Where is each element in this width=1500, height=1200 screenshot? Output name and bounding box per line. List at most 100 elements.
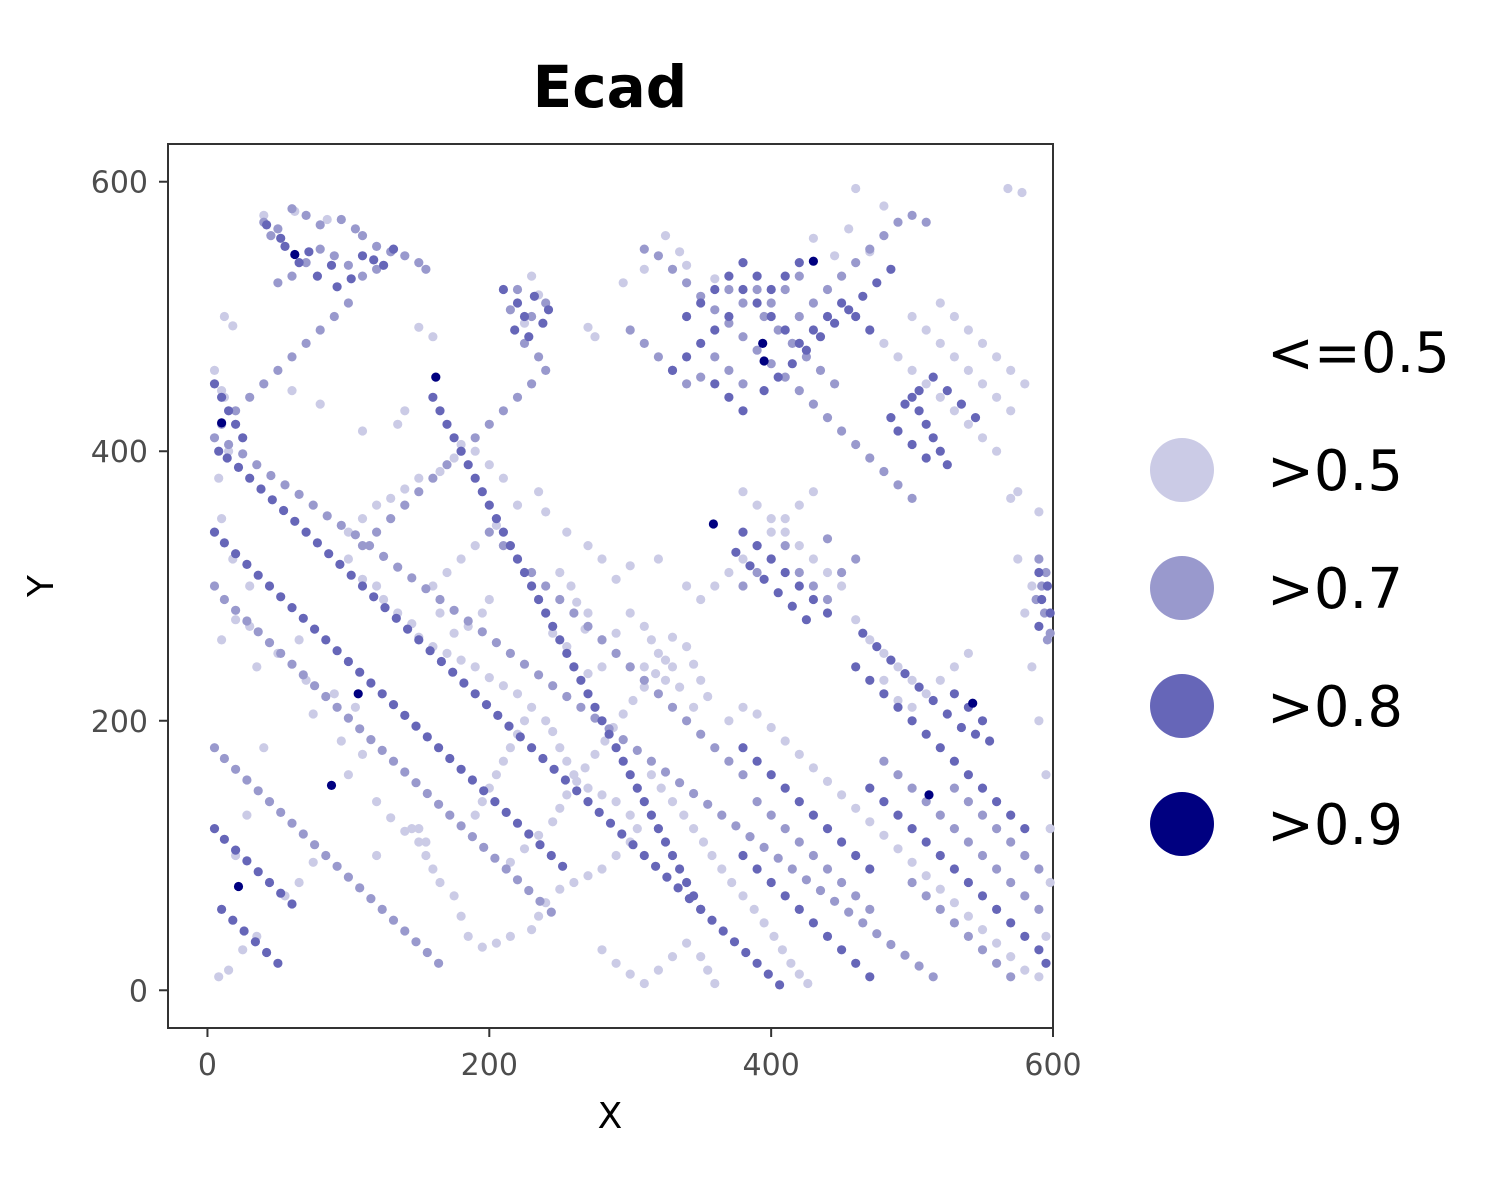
data-point bbox=[597, 790, 607, 800]
data-point bbox=[935, 810, 945, 820]
data-point bbox=[794, 258, 804, 268]
data-point bbox=[628, 840, 638, 850]
data-point bbox=[963, 797, 974, 807]
data-point bbox=[787, 601, 797, 611]
data-point bbox=[977, 433, 988, 443]
data-point bbox=[400, 251, 410, 261]
data-point bbox=[963, 770, 974, 780]
data-point bbox=[510, 325, 520, 335]
data-point bbox=[727, 877, 737, 888]
data-point bbox=[822, 311, 833, 322]
x-tick-label: 400 bbox=[743, 1048, 800, 1083]
data-point bbox=[524, 885, 534, 896]
data-point bbox=[287, 818, 297, 828]
data-point bbox=[682, 352, 692, 362]
data-point bbox=[355, 883, 365, 893]
data-point bbox=[231, 549, 241, 559]
data-point bbox=[372, 581, 382, 591]
data-point bbox=[467, 832, 477, 842]
data-point bbox=[618, 709, 628, 719]
data-point bbox=[546, 850, 556, 861]
data-point bbox=[411, 721, 421, 731]
y-tick-label: 200 bbox=[91, 705, 148, 740]
data-point bbox=[242, 775, 252, 785]
data-point bbox=[484, 527, 494, 537]
data-point bbox=[505, 857, 515, 867]
data-point bbox=[505, 541, 515, 551]
data-point bbox=[865, 864, 875, 874]
data-point bbox=[298, 670, 308, 680]
data-point bbox=[442, 460, 452, 470]
data-point bbox=[605, 818, 616, 828]
data-point bbox=[611, 743, 621, 753]
data-point bbox=[491, 520, 501, 531]
y-tick-label: 0 bbox=[129, 974, 148, 1009]
data-point bbox=[914, 406, 924, 416]
data-point bbox=[534, 487, 544, 497]
data-point bbox=[425, 646, 435, 656]
data-point bbox=[893, 426, 903, 436]
data-point bbox=[808, 487, 819, 497]
data-point bbox=[498, 284, 508, 295]
data-point bbox=[625, 561, 635, 571]
data-point bbox=[548, 681, 558, 691]
data-point bbox=[209, 379, 220, 389]
data-point bbox=[527, 925, 537, 935]
data-point bbox=[290, 516, 300, 526]
data-point bbox=[219, 594, 229, 605]
data-point bbox=[777, 945, 788, 955]
data-point bbox=[710, 379, 720, 389]
data-point bbox=[512, 298, 523, 308]
data-point bbox=[921, 217, 931, 227]
data-point bbox=[287, 603, 297, 613]
data-point bbox=[600, 736, 610, 746]
data-point bbox=[505, 743, 515, 753]
data-point bbox=[449, 433, 459, 443]
data-point bbox=[717, 864, 727, 874]
data-point bbox=[491, 638, 501, 648]
data-point bbox=[851, 850, 861, 861]
data-point bbox=[214, 972, 224, 982]
data-point bbox=[393, 419, 403, 429]
data-point bbox=[332, 282, 342, 292]
data-point bbox=[231, 615, 241, 625]
data-point bbox=[350, 224, 360, 234]
data-point bbox=[724, 716, 734, 726]
data-point bbox=[512, 689, 523, 699]
x-tick-label: 600 bbox=[1024, 1048, 1081, 1083]
data-point bbox=[583, 797, 593, 807]
data-point bbox=[851, 554, 861, 564]
data-point bbox=[696, 952, 706, 962]
data-point bbox=[572, 776, 582, 787]
data-point bbox=[308, 709, 318, 719]
data-point bbox=[752, 797, 762, 807]
data-point bbox=[527, 743, 537, 753]
data-point bbox=[1006, 406, 1016, 416]
data-point bbox=[498, 406, 508, 416]
data-point bbox=[209, 824, 220, 834]
data-point bbox=[434, 743, 444, 753]
data-point bbox=[907, 675, 917, 685]
data-point bbox=[264, 877, 275, 888]
data-point bbox=[512, 818, 523, 828]
data-point bbox=[942, 386, 952, 396]
data-point bbox=[470, 433, 480, 443]
data-point bbox=[900, 950, 910, 960]
data-point bbox=[315, 399, 325, 409]
data-point bbox=[562, 790, 572, 800]
data-point bbox=[769, 931, 779, 942]
data-point bbox=[708, 519, 719, 529]
data-point bbox=[357, 514, 368, 524]
data-point bbox=[830, 318, 840, 328]
data-point bbox=[350, 530, 360, 540]
data-point bbox=[886, 655, 896, 665]
data-point bbox=[372, 264, 382, 274]
data-point bbox=[752, 541, 762, 551]
data-point bbox=[428, 473, 438, 483]
data-point bbox=[421, 837, 431, 847]
data-point bbox=[233, 462, 244, 472]
data-point bbox=[625, 662, 635, 672]
data-point bbox=[773, 325, 783, 335]
data-point bbox=[773, 372, 783, 382]
data-point bbox=[583, 871, 593, 881]
